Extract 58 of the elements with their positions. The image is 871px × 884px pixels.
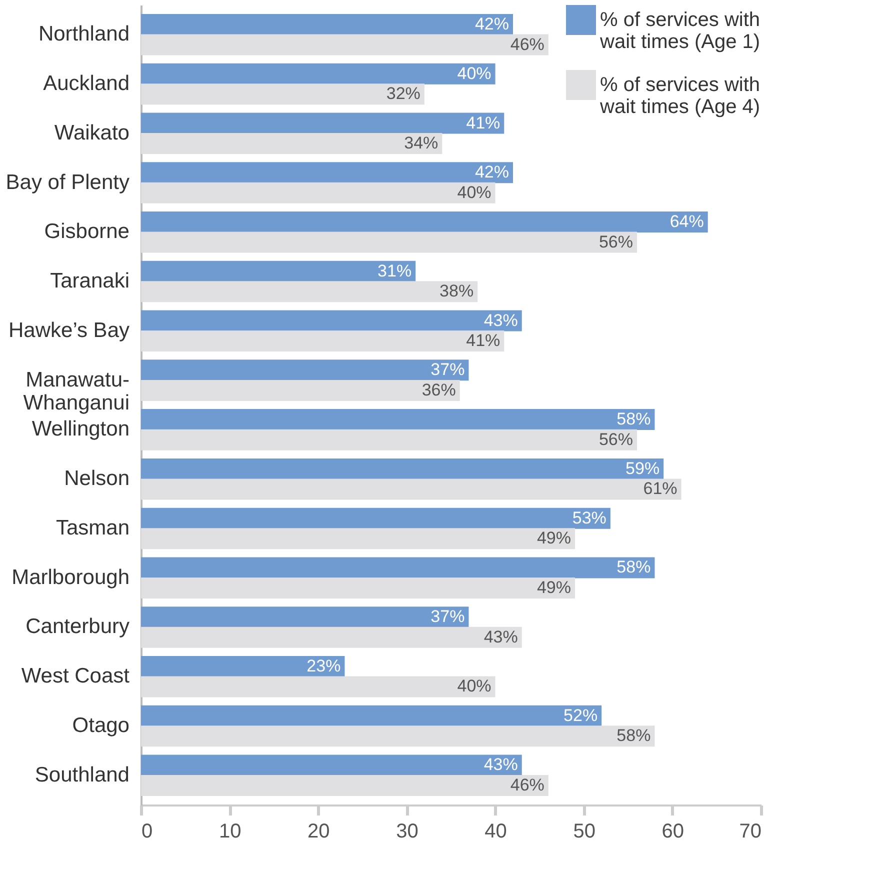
data-label: 38% bbox=[440, 282, 474, 301]
x-tick-label: 70 bbox=[739, 820, 762, 842]
y-tick-label: Waikato bbox=[54, 121, 130, 144]
data-label: 34% bbox=[404, 134, 438, 153]
data-label: 58% bbox=[616, 558, 651, 577]
data-label: 46% bbox=[510, 34, 544, 54]
data-label: 31% bbox=[378, 261, 412, 280]
data-label: 61% bbox=[643, 479, 678, 498]
x-tick-label: 50 bbox=[573, 820, 596, 842]
data-label: 43% bbox=[484, 627, 518, 646]
x-tick-label: 40 bbox=[484, 820, 507, 842]
y-tick-label: Southland bbox=[34, 763, 130, 786]
x-tick-label: 30 bbox=[396, 820, 418, 842]
data-label: 46% bbox=[510, 776, 544, 794]
data-label: 49% bbox=[536, 528, 571, 548]
y-tick-label: Wellington bbox=[32, 418, 130, 441]
x-tick-label: 10 bbox=[218, 820, 242, 842]
data-label: 42% bbox=[474, 14, 509, 34]
data-label: 36% bbox=[422, 380, 456, 400]
data-label: 43% bbox=[484, 310, 518, 330]
data-label: 58% bbox=[616, 410, 651, 429]
data-label: 41% bbox=[466, 113, 500, 132]
data-label: 64% bbox=[670, 212, 704, 232]
y-tick-label: Manawatu-Whanganui bbox=[23, 368, 130, 414]
data-label: 49% bbox=[536, 578, 571, 597]
data-label: 58% bbox=[616, 726, 651, 746]
y-tick-label: Otago bbox=[72, 714, 130, 737]
data-label: 52% bbox=[564, 706, 598, 725]
data-label: 42% bbox=[474, 162, 509, 182]
y-tick-label: Auckland bbox=[43, 72, 130, 96]
y-tick-label: Bay of Plenty bbox=[6, 170, 130, 194]
y-tick-label: Marlborough bbox=[12, 566, 130, 589]
legend-label: % of services with wait times (Age 4) bbox=[599, 74, 760, 118]
x-tick-label: 20 bbox=[308, 820, 330, 842]
data-label: 40% bbox=[457, 182, 492, 202]
y-tick-label: Tasman bbox=[56, 516, 130, 540]
data-label: 37% bbox=[430, 360, 465, 380]
x-tick-label: 60 bbox=[662, 820, 684, 842]
data-label: 41% bbox=[466, 331, 500, 350]
data-label: 40% bbox=[457, 64, 492, 83]
legend-label: % of services with wait times (Age 1) bbox=[599, 9, 760, 53]
data-label: 56% bbox=[598, 430, 633, 449]
data-label: 59% bbox=[626, 458, 660, 478]
y-tick-label: Gisborne bbox=[44, 220, 130, 244]
y-tick-label: Northland bbox=[38, 22, 130, 46]
data-label: 53% bbox=[572, 508, 606, 528]
data-label: 40% bbox=[457, 676, 492, 696]
x-tick-label: 0 bbox=[142, 820, 153, 842]
data-label: 32% bbox=[386, 84, 420, 104]
y-tick-label: Taranaki bbox=[50, 270, 130, 293]
y-tick-label: Canterbury bbox=[26, 615, 130, 638]
data-label: 43% bbox=[484, 755, 518, 774]
y-tick-label: Hawke’s Bay bbox=[8, 318, 130, 342]
data-label: 56% bbox=[598, 232, 633, 252]
data-label: 37% bbox=[430, 607, 465, 626]
data-label: 23% bbox=[306, 656, 341, 676]
y-tick-label: West Coast bbox=[21, 664, 130, 688]
y-tick-label: Nelson bbox=[64, 467, 130, 490]
